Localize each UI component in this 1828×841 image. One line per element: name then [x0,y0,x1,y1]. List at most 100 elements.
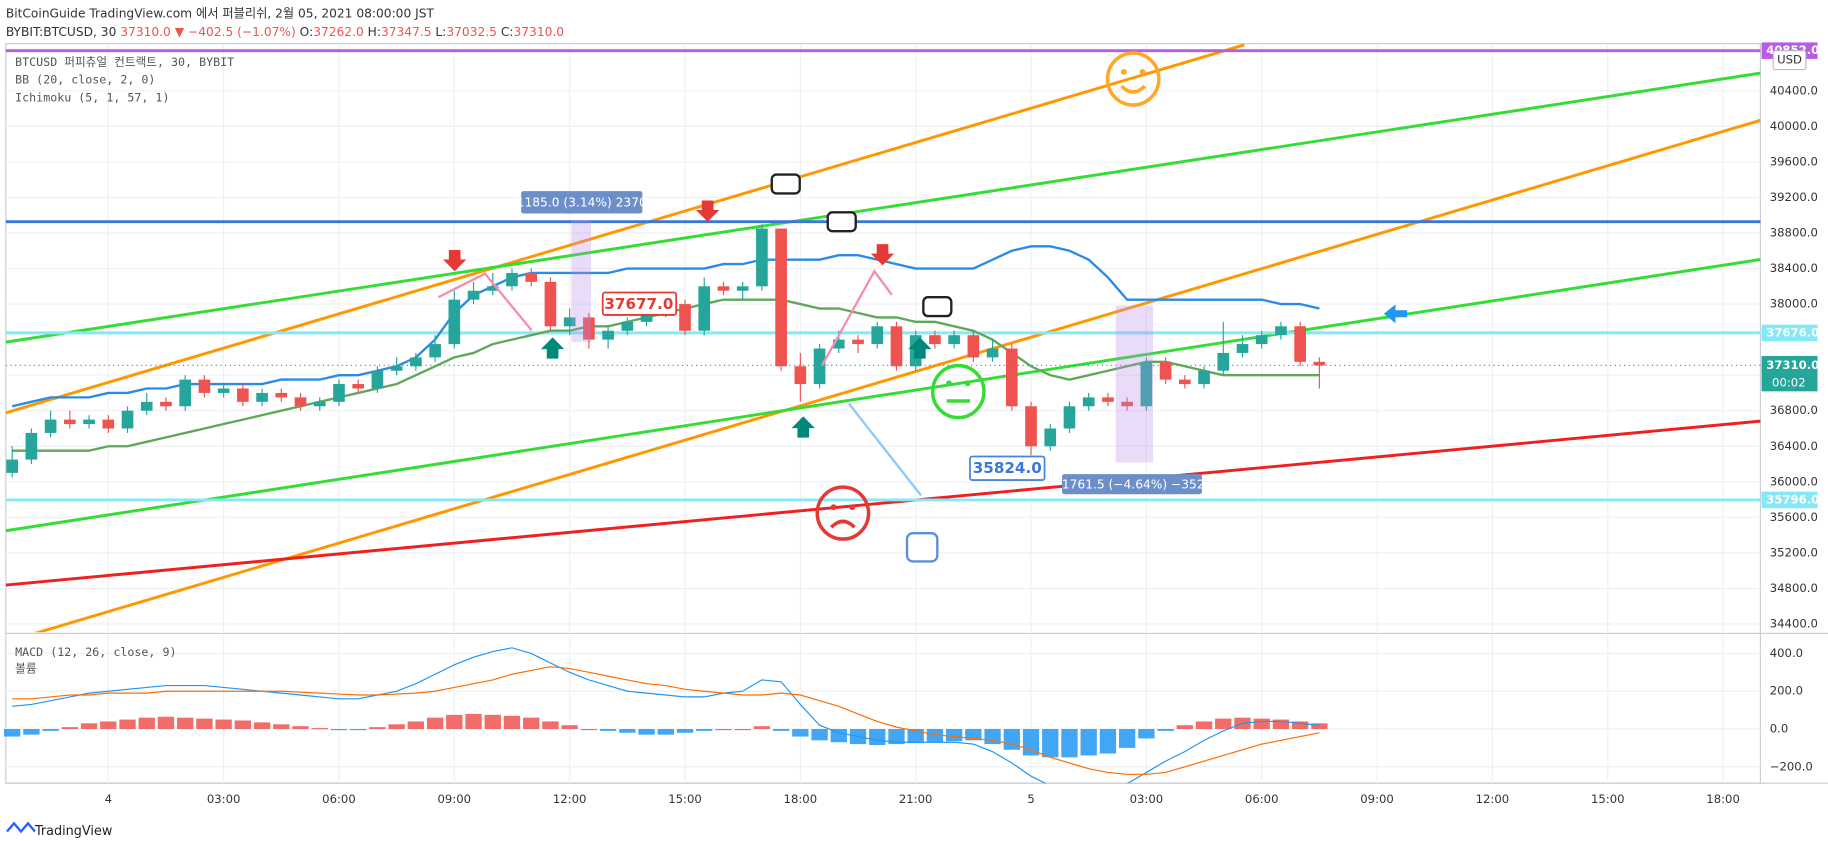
candle-body [83,419,95,425]
candle-body [1294,326,1306,362]
candle-body [775,228,787,367]
y-tick-label: 36800.0 [1770,403,1818,417]
candle-body [25,432,38,460]
legend: Ichimoku (5, 1, 57, 1) [15,90,169,104]
candle-body [102,419,115,429]
histogram-bar [80,723,98,730]
histogram-bar [23,729,40,735]
candle-body [1255,335,1268,345]
x-tick-label: 06:00 [1245,792,1279,806]
candle-body [429,344,441,358]
histogram-bar [599,729,617,731]
indicator-line [12,647,1320,784]
histogram-bar [446,714,463,730]
y-tick-label: 38800.0 [1770,225,1818,239]
price-label: 35796.0 [1766,492,1819,506]
logo [6,821,36,834]
ohlc-c: 37310.0 [513,24,564,38]
candle-body [160,401,172,407]
histogram-bar [177,717,194,730]
down-arrow [695,200,720,222]
histogram-bar [1099,729,1117,754]
y-tick-label: 39600.0 [1770,154,1818,168]
sad-face [815,485,871,541]
histogram-bar [888,729,905,745]
ohlc-c-label: C: [501,24,514,38]
ohlc-l-label: L: [435,24,446,38]
currency: USD [1777,53,1802,67]
histogram-bar [138,717,155,730]
histogram-bar [580,729,598,731]
candle-body [506,272,518,287]
candle-body [140,401,153,411]
histogram-bar [715,729,732,731]
histogram-bar [753,726,771,730]
histogram-bar [1080,729,1097,756]
histogram-bar [1176,725,1193,730]
price-label: 37676.0 [1766,325,1819,339]
x-tick-label: 06:00 [322,792,356,806]
x-tick-label: 09:00 [438,792,472,806]
candle-body [1217,352,1230,371]
histogram-bar [100,721,117,730]
y-tick-label: 38000.0 [1770,297,1818,311]
candle-body [275,392,288,398]
last: 37310.0 [120,24,171,38]
histogram-bar [1215,718,1232,730]
x-tick-label: 4 [105,792,112,806]
x-tick-label: 03:00 [1130,792,1164,806]
candle-body [929,335,941,345]
histogram-bar [811,729,828,741]
drawn-path [820,269,893,367]
candle-body [333,384,345,402]
candle-body [1063,406,1076,429]
candle-body [1082,397,1095,407]
footer: TradingView [34,824,112,839]
candle-body [871,326,884,345]
trend-line [5,258,1761,533]
histogram-bar [1042,729,1059,758]
currency-box [1772,50,1807,71]
histogram-bar [926,729,944,743]
candle-body [813,348,826,385]
histogram-bar [734,729,751,731]
candle-body [525,272,538,282]
histogram-bar [1003,729,1020,750]
histogram-bar [542,721,559,730]
candle-body [64,419,76,425]
y-tick-label: 34800.0 [1770,581,1818,595]
histogram-bar [234,720,252,730]
header-title: BitCoinGuide TradingView.com 에서 퍼블리쉬, 2월… [6,7,435,21]
price-note [969,455,1046,481]
candle-body [448,299,461,345]
trend-line [5,419,1761,587]
neutral-face [930,363,986,420]
indicator-line [11,245,1320,408]
candle-body [698,286,711,331]
candle-body [794,366,807,385]
histogram-bar [157,716,175,730]
x-tick-label: 15:00 [668,792,702,806]
change: ▼ −402.5 (−1.07%) [175,24,296,38]
legend: 볼륨 [15,661,37,675]
histogram-bar [426,717,444,730]
candle-body [1236,344,1249,353]
histogram-bar [1253,718,1270,730]
candle-body [1102,397,1114,402]
histogram-bar [1061,729,1078,758]
histogram-bar [1195,721,1213,730]
price-label-box [1761,491,1818,509]
candle-body [1198,370,1210,385]
histogram-bar [253,722,271,730]
histogram-bar [1292,721,1309,730]
histogram-bar [119,719,136,730]
price-note-text: 35824.0 [973,459,1042,477]
candle-body [198,379,211,393]
histogram-bar [215,719,232,730]
histogram-bar [792,729,809,737]
trend-line [5,43,1245,415]
y-tick-label: 39200.0 [1770,190,1818,204]
histogram-bar [561,725,578,730]
candle-body [179,379,192,407]
symbol: BYBIT:BTCUSD, 30 [6,24,117,38]
